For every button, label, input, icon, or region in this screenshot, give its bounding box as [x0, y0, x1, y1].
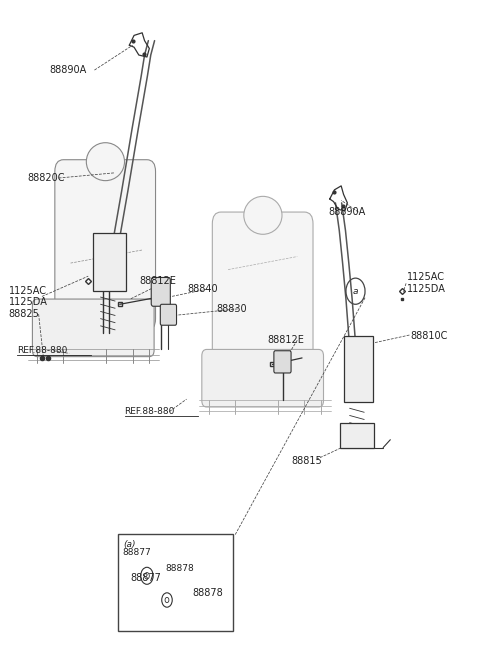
Text: 88825: 88825 — [9, 309, 39, 319]
Text: 88877: 88877 — [122, 549, 151, 558]
Text: 88840: 88840 — [188, 284, 218, 294]
Text: 1125AC: 1125AC — [407, 273, 445, 283]
Text: 88815: 88815 — [291, 456, 322, 466]
Bar — [94, 233, 126, 290]
Bar — [344, 336, 372, 402]
Ellipse shape — [86, 143, 124, 181]
Text: 88810C: 88810C — [411, 331, 448, 342]
Text: 88830: 88830 — [216, 304, 247, 314]
FancyBboxPatch shape — [202, 350, 324, 407]
Text: 88812E: 88812E — [140, 277, 177, 286]
FancyBboxPatch shape — [55, 160, 156, 330]
Text: 88890A: 88890A — [328, 207, 366, 217]
FancyBboxPatch shape — [160, 304, 177, 325]
FancyBboxPatch shape — [151, 277, 170, 306]
FancyBboxPatch shape — [33, 299, 154, 357]
Text: (a): (a) — [123, 541, 135, 549]
FancyBboxPatch shape — [274, 351, 291, 373]
Text: 1125AC: 1125AC — [9, 286, 47, 296]
Text: 88877: 88877 — [130, 574, 161, 583]
Text: 88890A: 88890A — [49, 65, 86, 75]
Text: REF.88-880: REF.88-880 — [17, 346, 67, 355]
Bar — [118, 534, 233, 631]
Text: 88878: 88878 — [165, 564, 194, 573]
Text: 88812E: 88812E — [268, 335, 304, 346]
Text: 1125DA: 1125DA — [9, 298, 48, 307]
FancyBboxPatch shape — [212, 212, 313, 383]
Bar — [340, 422, 373, 447]
Text: 1125DA: 1125DA — [407, 284, 446, 294]
Text: a: a — [353, 286, 358, 296]
Text: REF.88-880: REF.88-880 — [124, 407, 175, 416]
Ellipse shape — [244, 196, 282, 235]
Text: 88820C: 88820C — [28, 173, 65, 183]
Text: 88878: 88878 — [192, 589, 223, 599]
